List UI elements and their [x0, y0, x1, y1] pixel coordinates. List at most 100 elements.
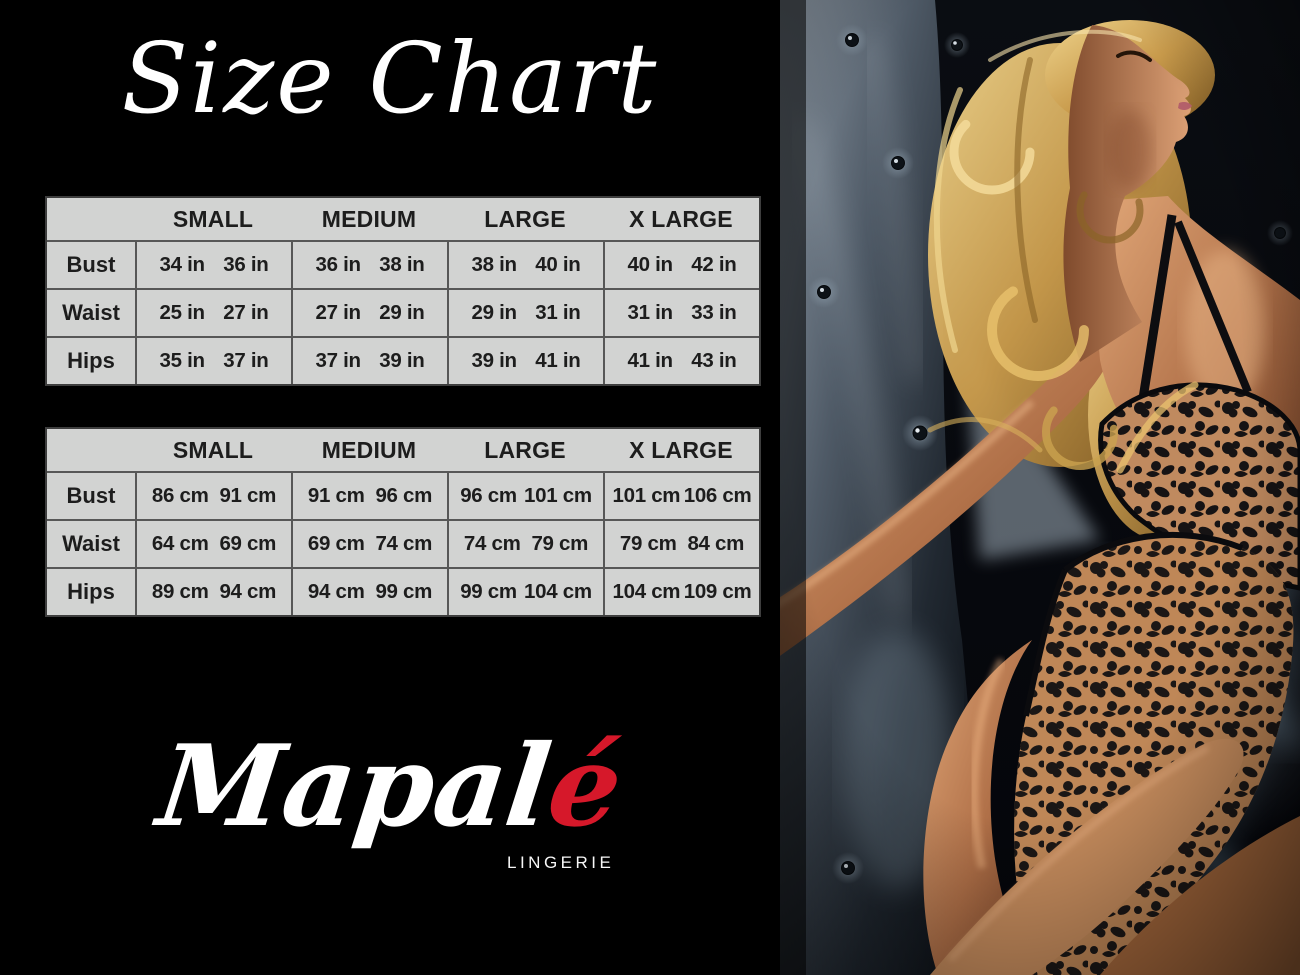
measurement-value: 91 cm	[307, 484, 365, 507]
measurement-cell: 104 cm 109 cm	[603, 569, 759, 615]
lingerie-model-photo	[780, 0, 1300, 975]
measurement-value: 79 cm	[531, 532, 589, 555]
measurement-value: 27 in	[223, 301, 269, 324]
measurement-row: Hips 89 cm 94 cm 94 cm 99 cm 99 cm 104 cm 104 c…	[47, 567, 759, 615]
brand-logo: Mapalé LINGERIE	[0, 720, 780, 895]
measurement-cell: 96 cm 101 cm	[447, 473, 603, 519]
measurement-value: 36 in	[315, 253, 362, 276]
photo-vignette	[780, 0, 1300, 975]
measurement-value: 41 in	[627, 349, 674, 372]
size-table-inches: SMALL MEDIUM LARGE X LARGE Bust 34 in 36 in 36…	[45, 196, 761, 386]
measurement-cell: 39 in 41 in	[447, 338, 603, 384]
size-column-header: LARGE	[484, 436, 566, 463]
measurement-row: Bust 34 in 36 in 36 in 38 in 38 in 40 in 40 in 4…	[47, 240, 759, 288]
measurement-value: 96 cm	[375, 484, 433, 507]
measurement-cell: 79 cm 84 cm	[603, 521, 759, 567]
measurement-row-label: Waist	[62, 531, 120, 556]
measurement-value: 94 cm	[307, 580, 365, 603]
measurement-value: 34 in	[159, 253, 206, 276]
measurement-cell: 69 cm 74 cm	[291, 521, 447, 567]
measurement-cell: 101 cm 106 cm	[603, 473, 759, 519]
measurement-value: 84 cm	[687, 532, 745, 555]
measurement-value: 101 cm	[612, 484, 681, 507]
measurement-value: 38 in	[379, 253, 425, 276]
size-column-header: MEDIUM	[321, 436, 417, 463]
measurement-value: 25 in	[159, 301, 206, 324]
measurement-value: 39 in	[471, 349, 518, 372]
measurement-value: 79 cm	[619, 532, 677, 555]
measurement-cell: 27 in 29 in	[291, 290, 447, 336]
measurement-value: 106 cm	[683, 484, 752, 507]
measurement-value: 37 in	[223, 349, 269, 372]
measurement-cell: 86 cm 91 cm	[135, 473, 291, 519]
page-title: Size Chart	[121, 22, 659, 135]
photo-left-fade	[780, 0, 806, 975]
measurement-value: 42 in	[691, 253, 737, 276]
measurement-value: 39 in	[379, 349, 425, 372]
measurement-cell: 41 in 43 in	[603, 338, 759, 384]
measurement-row: Waist 25 in 27 in 27 in 29 in 29 in 31 in 31 in…	[47, 288, 759, 336]
measurement-value: 31 in	[535, 301, 581, 324]
size-column-header: SMALL	[172, 436, 254, 463]
measurement-row: Hips 35 in 37 in 37 in 39 in 39 in 41 in 41 in 4…	[47, 336, 759, 384]
measurement-value: 29 in	[471, 301, 518, 324]
measurement-value: 94 cm	[219, 580, 277, 603]
measurement-row-label: Waist	[62, 300, 120, 325]
measurement-value: 89 cm	[151, 580, 209, 603]
size-column-header: X LARGE	[629, 205, 733, 232]
measurement-row-label: Hips	[67, 348, 115, 373]
measurement-value: 38 in	[471, 253, 518, 276]
measurement-value: 104 cm	[524, 580, 592, 603]
size-column-header: LARGE	[484, 205, 566, 232]
measurement-cell: 35 in 37 in	[135, 338, 291, 384]
measurement-cell: 31 in 33 in	[603, 290, 759, 336]
brand-accent-letter: é	[541, 721, 629, 852]
measurement-value: 69 cm	[307, 532, 365, 555]
measurement-cell: 94 cm 99 cm	[291, 569, 447, 615]
measurement-value: 86 cm	[151, 484, 209, 507]
measurement-row-label: Bust	[66, 252, 116, 277]
measurement-value: 29 in	[379, 301, 425, 324]
measurement-value: 69 cm	[219, 532, 277, 555]
size-column-header: X LARGE	[629, 436, 733, 463]
size-column-header: MEDIUM	[321, 205, 417, 232]
measurement-cell: 38 in 40 in	[447, 242, 603, 288]
measurement-value: 91 cm	[219, 484, 277, 507]
measurement-value: 99 cm	[460, 580, 517, 603]
measurement-value: 43 in	[691, 349, 737, 372]
measurement-value: 37 in	[315, 349, 362, 372]
measurement-cell: 91 cm 96 cm	[291, 473, 447, 519]
measurement-value: 74 cm	[375, 532, 433, 555]
measurement-cell: 99 cm 104 cm	[447, 569, 603, 615]
measurement-value: 74 cm	[463, 532, 521, 555]
size-table-centimeters: SMALL MEDIUM LARGE X LARGE Bust 86 cm 91 cm 91…	[45, 427, 761, 617]
measurement-cell: 40 in 42 in	[603, 242, 759, 288]
measurement-cell: 36 in 38 in	[291, 242, 447, 288]
measurement-value: 40 in	[535, 253, 581, 276]
measurement-value: 41 in	[535, 349, 581, 372]
measurement-cell: 89 cm 94 cm	[135, 569, 291, 615]
measurement-value: 27 in	[315, 301, 362, 324]
measurement-value: 104 cm	[612, 580, 681, 603]
measurement-value: 96 cm	[460, 484, 517, 507]
size-column-header: SMALL	[172, 205, 254, 232]
measurement-cell: 37 in 39 in	[291, 338, 447, 384]
brand-wordmark: Mapalé	[0, 720, 788, 854]
measurement-value: 33 in	[691, 301, 737, 324]
brand-tagline: LINGERIE	[507, 853, 615, 872]
measurement-value: 40 in	[627, 253, 674, 276]
measurement-value: 64 cm	[151, 532, 209, 555]
measurement-row-label: Hips	[67, 579, 115, 604]
measurement-value: 36 in	[223, 253, 269, 276]
measurement-cell: 64 cm 69 cm	[135, 521, 291, 567]
brand-wordmark-main: Mapal	[151, 721, 558, 852]
measurement-cell: 34 in 36 in	[135, 242, 291, 288]
size-table-header-row: SMALL MEDIUM LARGE X LARGE	[47, 429, 759, 471]
measurement-cell: 25 in 27 in	[135, 290, 291, 336]
measurement-row: Bust 86 cm 91 cm 91 cm 96 cm 96 cm 101 cm 101 c…	[47, 471, 759, 519]
size-table-header-row: SMALL MEDIUM LARGE X LARGE	[47, 198, 759, 240]
measurement-value: 101 cm	[524, 484, 592, 507]
measurement-value: 31 in	[627, 301, 674, 324]
measurement-cell: 29 in 31 in	[447, 290, 603, 336]
